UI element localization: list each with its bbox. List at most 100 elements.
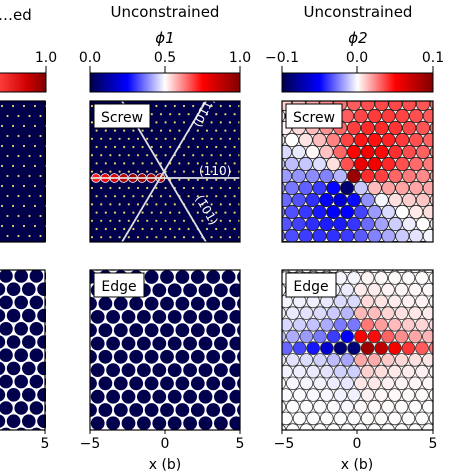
atom xyxy=(147,428,156,430)
atom xyxy=(75,416,90,431)
atom-dot xyxy=(160,261,162,263)
atom-dot xyxy=(243,130,245,132)
atom-dot xyxy=(243,97,245,99)
atom-dot xyxy=(0,124,4,128)
atom xyxy=(360,216,375,232)
atom xyxy=(353,156,368,172)
atom-dot xyxy=(23,265,25,267)
atom-dot xyxy=(118,203,121,206)
atom xyxy=(401,388,416,402)
label-phi2-screw: Screw xyxy=(293,110,335,126)
atom xyxy=(21,413,37,429)
atom-dot xyxy=(164,186,167,190)
atom xyxy=(151,415,167,430)
atom-dot xyxy=(56,245,58,247)
atom-dot xyxy=(182,186,186,190)
atom xyxy=(299,399,314,414)
atom-dot xyxy=(72,195,74,197)
atom xyxy=(282,330,286,343)
phi1-xtick-5: 5 xyxy=(236,436,245,452)
atom xyxy=(197,282,214,299)
atom xyxy=(360,192,375,208)
atom xyxy=(0,270,1,271)
atom-dot xyxy=(159,211,163,214)
atom-dot xyxy=(123,227,126,231)
atom-dot xyxy=(146,137,149,140)
atom xyxy=(374,168,389,184)
atom xyxy=(128,349,144,365)
atom-dot xyxy=(100,186,103,190)
atom-dot xyxy=(252,97,254,99)
atom xyxy=(299,376,314,391)
atom xyxy=(360,317,375,332)
atom xyxy=(350,240,358,242)
atom xyxy=(75,348,89,362)
atom xyxy=(436,260,449,273)
atom-dot xyxy=(252,113,254,115)
atom-dot xyxy=(257,121,259,123)
atom xyxy=(244,416,259,431)
atom xyxy=(284,156,299,172)
atom xyxy=(306,388,321,402)
atom xyxy=(326,156,341,172)
atom-dot xyxy=(113,195,117,198)
atom xyxy=(282,158,286,170)
atom xyxy=(0,454,13,468)
atom xyxy=(205,375,221,392)
atom-dot xyxy=(1,245,3,247)
atom xyxy=(299,306,314,320)
atom-dot xyxy=(233,145,236,149)
atom-dot xyxy=(23,245,25,247)
atom-dot xyxy=(109,170,112,173)
atom xyxy=(429,194,433,206)
atom-dot xyxy=(118,236,121,239)
atom-dot xyxy=(136,236,140,239)
atom xyxy=(120,415,137,430)
atom xyxy=(90,322,98,338)
atom-dot xyxy=(105,97,107,99)
atom xyxy=(260,416,275,431)
atom-dot xyxy=(257,154,259,156)
atom-dot xyxy=(173,236,176,239)
atom xyxy=(75,310,90,325)
atom-dot xyxy=(219,137,222,140)
atom xyxy=(340,282,355,297)
atom-dot xyxy=(86,97,88,99)
atom-dot xyxy=(109,253,111,255)
atom xyxy=(360,411,375,426)
label-box-phi2-edge: Edge xyxy=(285,272,337,298)
atom xyxy=(197,335,214,352)
atom-dot xyxy=(0,184,4,188)
atom-dot xyxy=(257,171,259,173)
atom-dot xyxy=(183,253,185,255)
atom xyxy=(26,270,32,271)
atom xyxy=(284,228,299,242)
atom xyxy=(353,228,368,242)
atom-dot xyxy=(243,195,245,197)
atom-dot xyxy=(252,195,254,197)
frame-col1-screw xyxy=(0,100,46,243)
atom-dot xyxy=(100,236,103,239)
atom-dot xyxy=(224,178,227,181)
atom-dot xyxy=(192,236,195,239)
atom xyxy=(45,429,46,430)
atom xyxy=(36,413,46,429)
atom-dot xyxy=(233,178,236,181)
atom xyxy=(306,411,321,426)
atom xyxy=(394,282,409,297)
atom xyxy=(291,216,306,232)
atom xyxy=(174,295,191,312)
atom xyxy=(75,283,90,298)
atom-dot xyxy=(206,261,208,263)
atom xyxy=(21,307,37,324)
atom-dot xyxy=(155,236,158,239)
atom-dot xyxy=(173,170,176,173)
atom-dot xyxy=(196,211,199,214)
atom-dot xyxy=(67,265,69,267)
atom-dot xyxy=(142,244,144,246)
atom xyxy=(244,389,259,404)
atom-dot xyxy=(28,214,31,218)
atom xyxy=(228,309,240,325)
atom xyxy=(353,204,368,220)
atom xyxy=(346,144,362,160)
